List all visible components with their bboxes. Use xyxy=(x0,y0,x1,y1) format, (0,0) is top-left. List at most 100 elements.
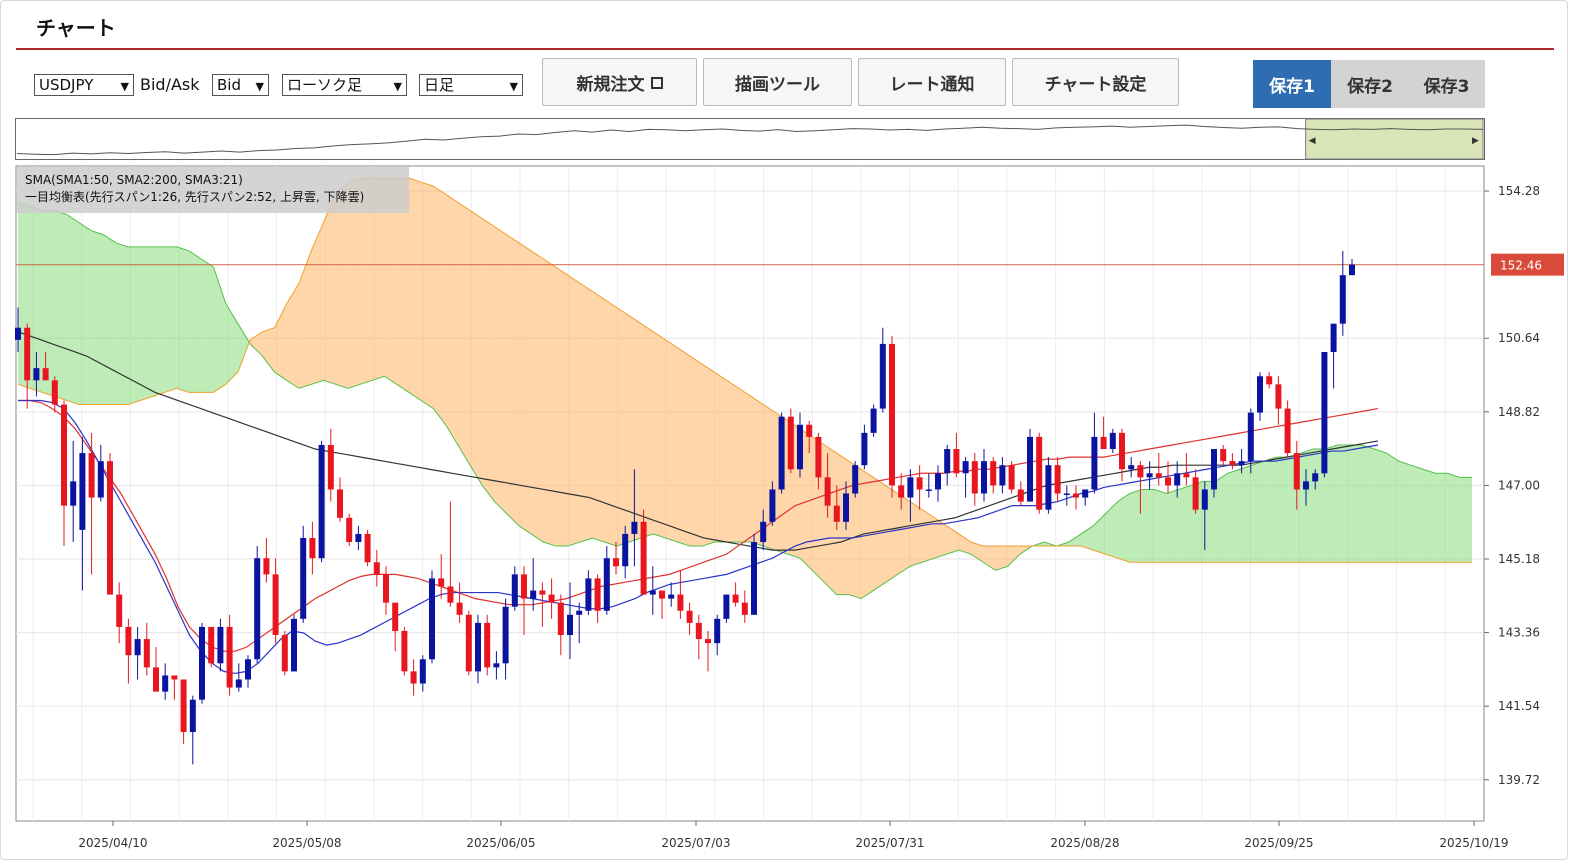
cloud-bull xyxy=(1325,444,1338,563)
chart-settings-button[interactable]: チャート設定 xyxy=(1012,58,1179,106)
candle xyxy=(456,602,463,615)
candle xyxy=(705,639,711,644)
candle xyxy=(475,622,481,672)
rate-alert-button[interactable]: レート通知 xyxy=(858,58,1006,106)
candle xyxy=(162,675,169,692)
cloud-bull xyxy=(189,250,202,393)
cloud-bear xyxy=(665,339,678,543)
candle xyxy=(1192,477,1199,510)
candle xyxy=(318,444,325,559)
cloud-bear xyxy=(897,493,910,575)
cloud-bull xyxy=(1154,489,1167,563)
candle xyxy=(1128,465,1135,470)
cloud-bull xyxy=(237,323,251,373)
bidask-label: Bid/Ask xyxy=(140,75,200,94)
candle xyxy=(557,602,564,636)
candle xyxy=(649,590,656,595)
x-tick-label: 2025/08/28 xyxy=(1050,836,1119,850)
page-title: チャート xyxy=(36,16,116,40)
candle xyxy=(1054,465,1061,494)
candle xyxy=(281,635,288,672)
cloud-bear xyxy=(311,222,324,385)
cloud-bull xyxy=(1117,493,1130,563)
candle xyxy=(1146,473,1153,478)
candle xyxy=(797,424,803,470)
candle xyxy=(116,594,123,627)
candle xyxy=(1008,465,1015,490)
candle xyxy=(373,562,380,575)
candle xyxy=(714,618,721,644)
candle xyxy=(843,493,849,522)
cloud-bear xyxy=(628,315,642,543)
cloud-bull xyxy=(1264,457,1277,563)
x-tick-label: 2025/07/03 xyxy=(661,836,730,850)
candle xyxy=(1339,275,1346,324)
cloud-bear xyxy=(323,194,336,385)
candle xyxy=(695,622,702,640)
candle xyxy=(70,481,77,506)
cloud-bull xyxy=(91,230,104,405)
candle xyxy=(1275,384,1282,409)
cloud-bear xyxy=(946,525,959,555)
cloud-bear xyxy=(506,234,519,526)
candle xyxy=(760,521,767,543)
cloud-bear xyxy=(286,283,300,389)
candle xyxy=(778,416,785,490)
candle xyxy=(521,574,527,599)
cloud-bull xyxy=(1215,473,1228,563)
candle xyxy=(355,533,362,543)
scroll-left-icon[interactable]: ◀ xyxy=(1309,136,1316,146)
x-tick-label: 2025/07/31 xyxy=(855,836,924,850)
candle xyxy=(1293,453,1300,490)
cloud-bear xyxy=(457,202,471,466)
candle xyxy=(42,368,49,381)
candle xyxy=(916,477,923,490)
candle xyxy=(889,343,895,486)
save-tab-1[interactable]: 保存1 xyxy=(1253,60,1331,108)
cloud-bull xyxy=(1178,485,1191,563)
candle xyxy=(1119,432,1125,470)
overview-navigator[interactable]: ◀ ▶ xyxy=(15,118,1485,160)
candle xyxy=(33,368,40,381)
candle xyxy=(484,622,491,668)
y-tick-label: 147.00 xyxy=(1498,478,1540,492)
bidask-select[interactable]: Bid ▼ xyxy=(212,74,269,96)
candle xyxy=(61,404,67,506)
candle xyxy=(300,537,307,619)
candle xyxy=(254,558,261,660)
period-select[interactable]: 日足 ▼ xyxy=(419,74,523,96)
overview-line xyxy=(16,124,1484,156)
scroll-right-icon[interactable]: ▶ xyxy=(1472,136,1479,146)
candle xyxy=(686,610,693,623)
cloud-bull xyxy=(1093,513,1106,555)
candle xyxy=(88,453,95,498)
price-chart[interactable]: 154.28 150.64 148.82 147.00 145.18 143.36 141.… xyxy=(0,162,1576,862)
candle xyxy=(1321,351,1328,474)
candle xyxy=(631,521,638,534)
candle xyxy=(438,578,445,587)
candle xyxy=(640,521,647,595)
candle xyxy=(971,461,978,494)
candle xyxy=(337,489,343,518)
candle xyxy=(1247,412,1254,462)
cloud-bear xyxy=(653,331,666,538)
overview-range-window[interactable] xyxy=(1305,118,1484,160)
candle xyxy=(659,590,665,599)
cloud-bull xyxy=(1423,469,1436,563)
cloud-bear xyxy=(347,178,361,389)
cloud-bear xyxy=(470,210,483,486)
new-order-button[interactable]: 新規注文 xyxy=(542,58,697,106)
symbol-select[interactable]: USDJPY ▼ xyxy=(34,74,134,96)
cloud-bear xyxy=(372,178,385,381)
drawing-tools-button[interactable]: 描画ツール xyxy=(703,58,852,106)
save-tab-2[interactable]: 保存2 xyxy=(1331,60,1409,108)
candle xyxy=(217,626,224,664)
candle xyxy=(383,574,389,603)
chevron-down-icon: ▼ xyxy=(255,80,264,93)
cloud-bull xyxy=(152,246,165,397)
candle xyxy=(208,626,215,664)
cloud-bear xyxy=(445,194,458,445)
save-tab-3[interactable]: 保存3 xyxy=(1408,60,1485,108)
cloud-bull xyxy=(1435,473,1448,563)
chart-type-select[interactable]: ローソク足 ▼ xyxy=(282,74,407,96)
